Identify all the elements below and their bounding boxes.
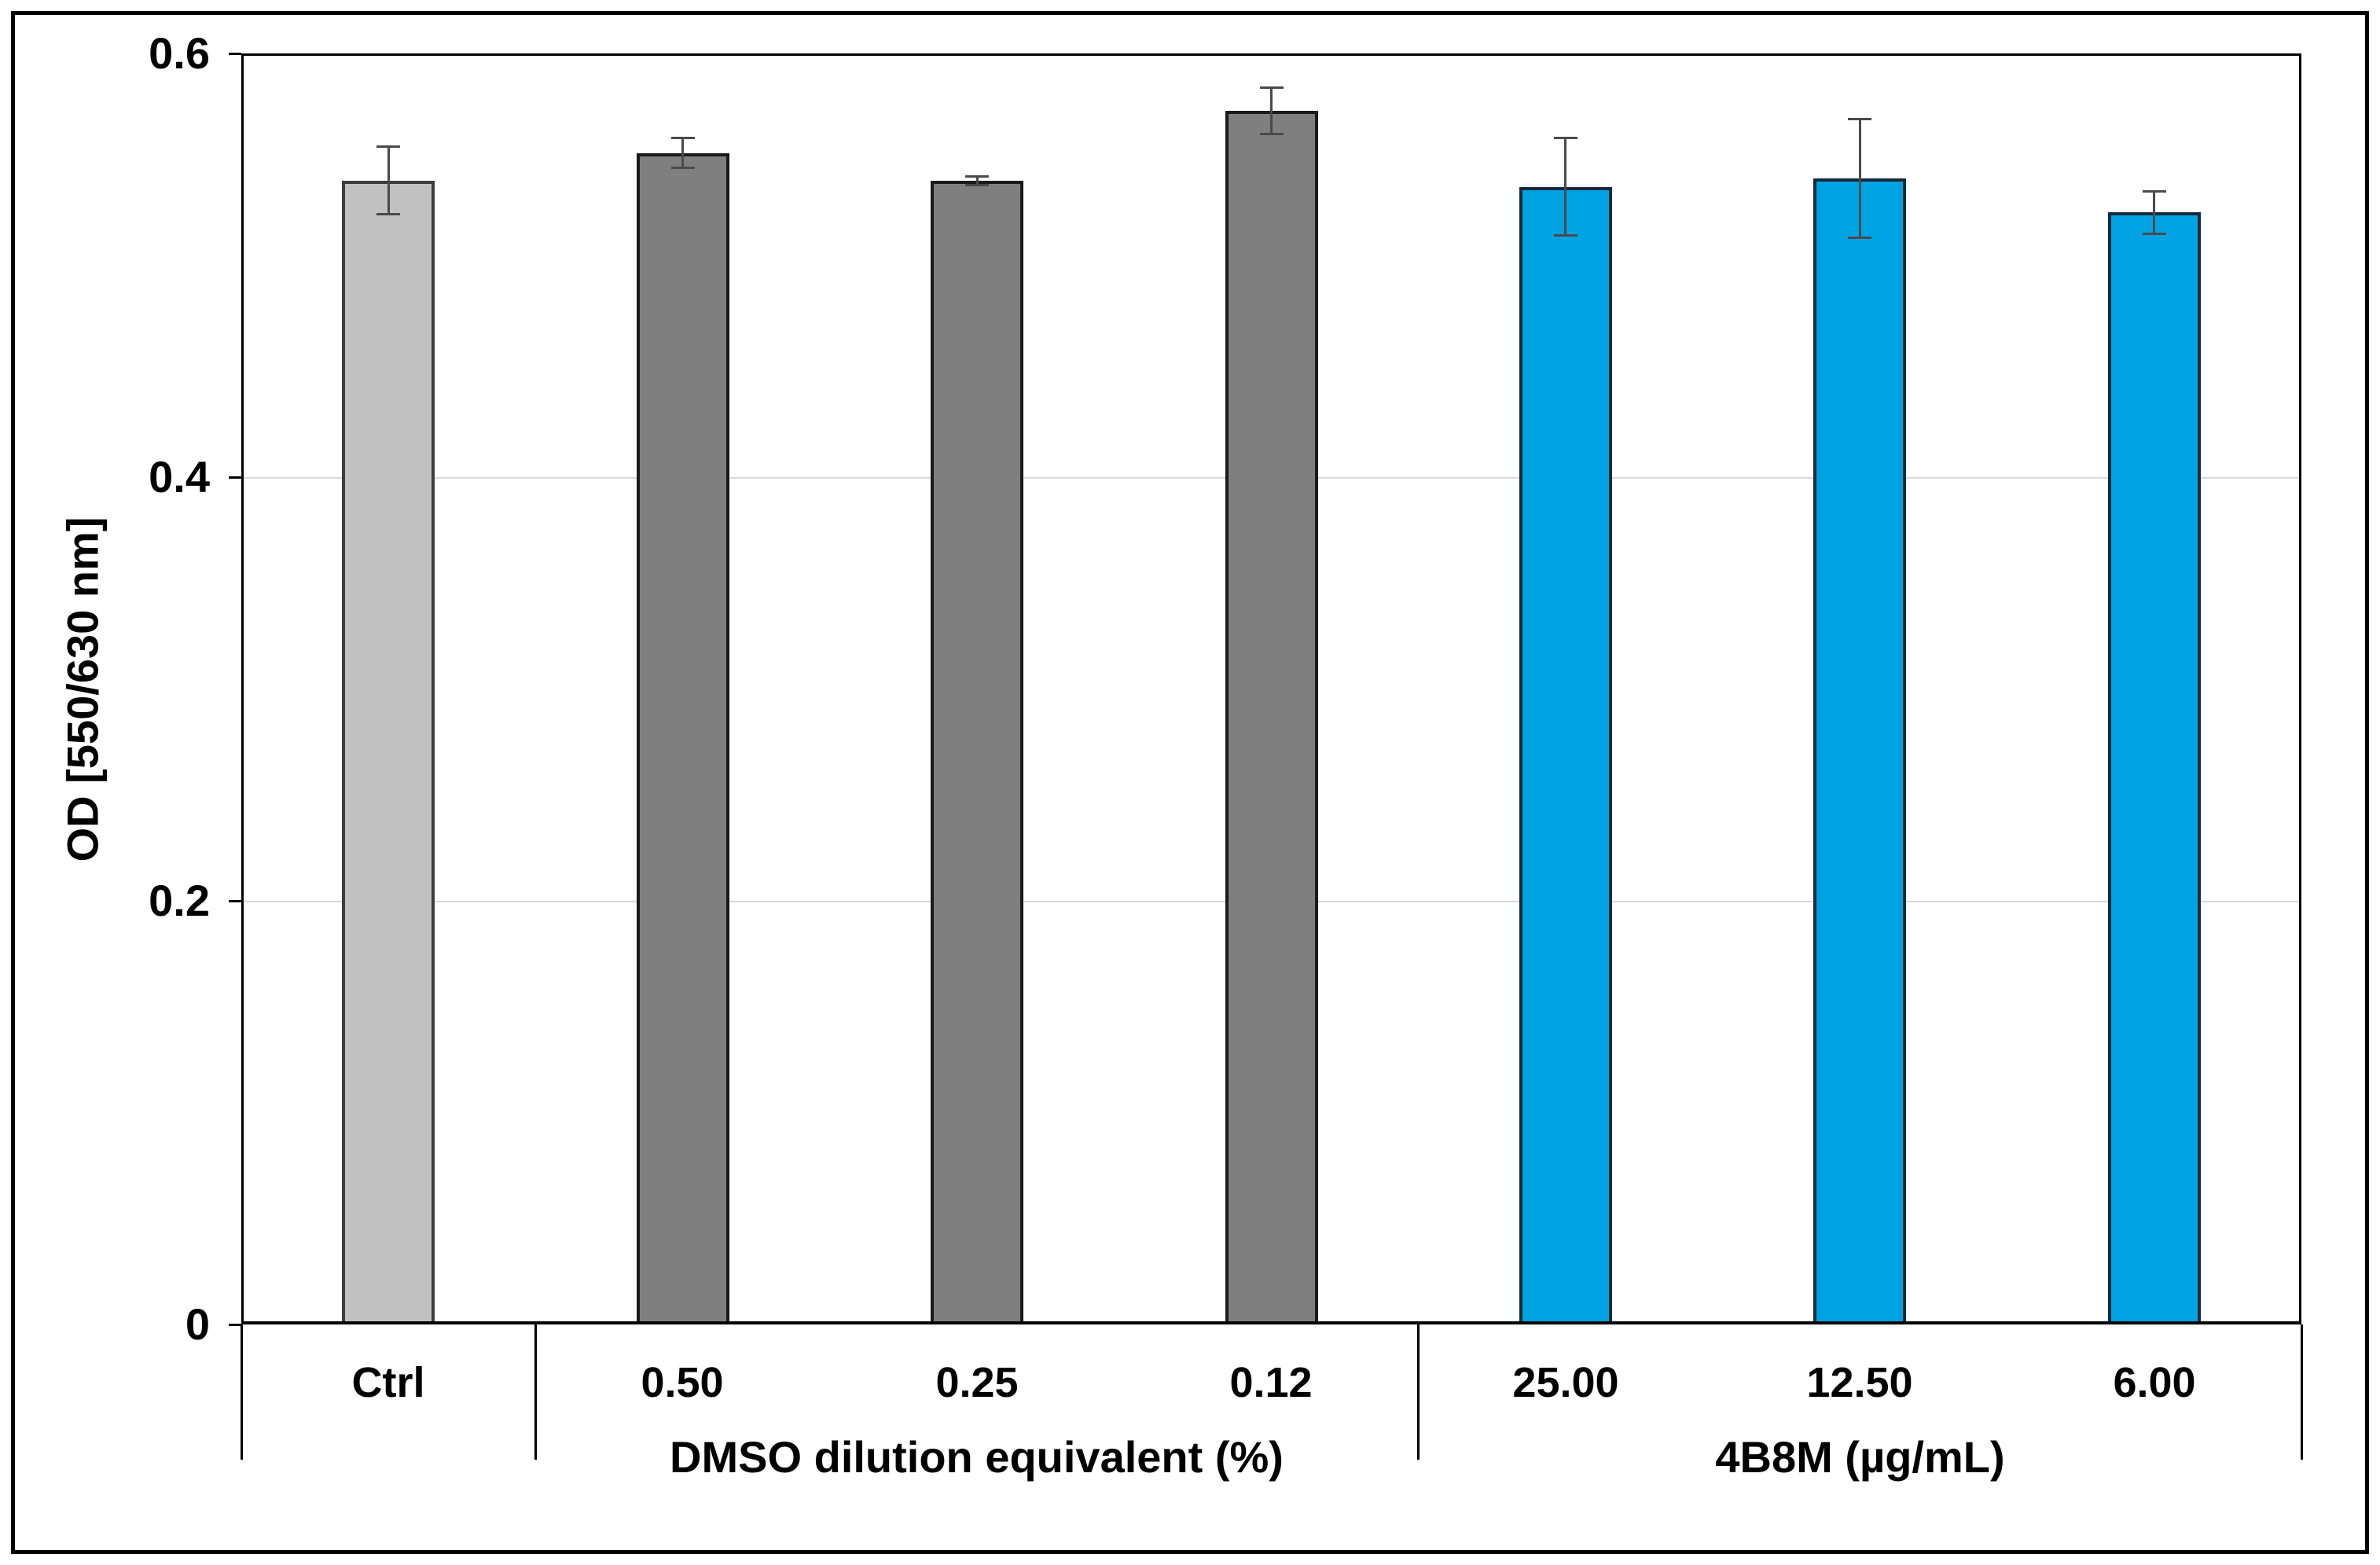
- error-bar-cap: [1260, 133, 1284, 135]
- category-label: Ctrl: [351, 1359, 425, 1406]
- error-bar-cap: [1554, 137, 1577, 139]
- error-bar-cap: [671, 167, 695, 169]
- error-bar-cap: [965, 175, 989, 178]
- category-label: 6.00: [2113, 1359, 2196, 1406]
- error-bar-cap: [376, 145, 400, 148]
- y-tick-label: 0.4: [149, 452, 210, 501]
- error-bar-line: [1564, 138, 1566, 236]
- group-label: 4B8M (µg/mL): [1715, 1432, 2005, 1482]
- category-label: 25.00: [1512, 1359, 1619, 1406]
- y-tick-mark: [229, 900, 241, 902]
- category-label: 12.50: [1806, 1359, 1913, 1406]
- bar: [342, 181, 435, 1324]
- bar: [1519, 187, 1612, 1324]
- y-tick-mark: [229, 53, 241, 55]
- error-bar-cap: [671, 137, 695, 139]
- bar: [1225, 111, 1318, 1324]
- bar: [931, 181, 1023, 1324]
- error-bar-cap: [1848, 237, 1871, 239]
- error-bar-line: [681, 138, 684, 168]
- category-separator: [534, 1324, 537, 1460]
- error-bar-cap: [1260, 86, 1284, 89]
- error-bar-line: [2153, 191, 2155, 233]
- error-bar-cap: [965, 184, 989, 186]
- category-separator: [241, 1324, 243, 1460]
- error-bar-line: [387, 147, 390, 215]
- category-label: 0.12: [1229, 1359, 1313, 1406]
- y-tick-label: 0.6: [149, 28, 210, 78]
- bar: [637, 153, 729, 1324]
- group-label: DMSO dilution equivalent (%): [670, 1432, 1284, 1482]
- error-bar-line: [1859, 119, 1861, 238]
- category-separator: [1417, 1324, 1420, 1460]
- error-bar-cap: [1848, 118, 1871, 120]
- error-bar-line: [976, 176, 979, 185]
- error-bar-cap: [2143, 190, 2166, 193]
- bar: [1813, 178, 1906, 1324]
- error-bar-line: [1270, 87, 1273, 134]
- error-bar-cap: [2143, 233, 2166, 235]
- error-bar-cap: [376, 213, 400, 215]
- y-tick-label: 0: [185, 1299, 210, 1349]
- bar: [2108, 212, 2201, 1324]
- y-axis-title: OD [550/630 nm]: [57, 516, 108, 862]
- y-tick-label: 0.2: [149, 876, 210, 925]
- y-tick-mark: [229, 1324, 241, 1326]
- y-tick-mark: [229, 476, 241, 479]
- category-label: 0.50: [641, 1359, 724, 1406]
- error-bar-cap: [1554, 234, 1577, 237]
- category-separator: [2301, 1324, 2303, 1460]
- category-label: 0.25: [935, 1359, 1019, 1406]
